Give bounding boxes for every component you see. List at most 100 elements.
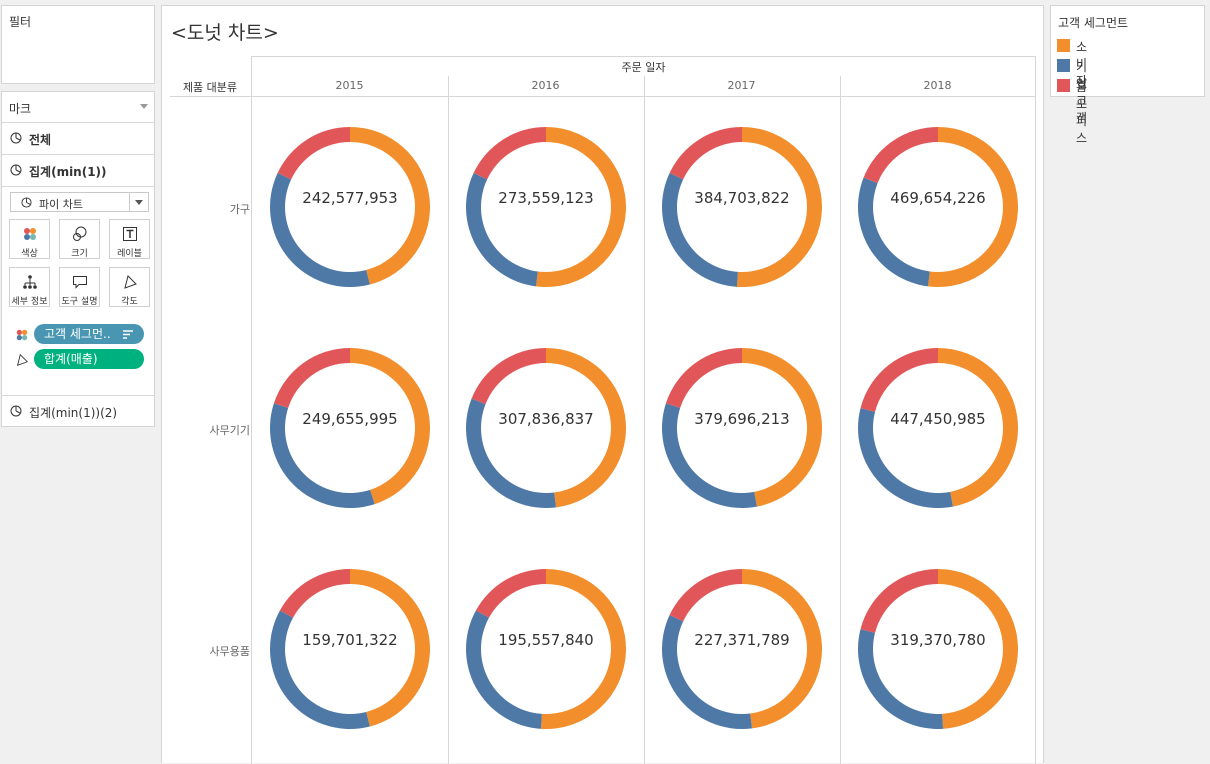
- donut-slice[interactable]: [860, 569, 938, 633]
- marks-title: 마크: [9, 102, 32, 116]
- detail-button[interactable]: 세부 정보: [9, 267, 50, 307]
- donut-slice[interactable]: [742, 348, 822, 507]
- donut-slice[interactable]: [540, 569, 627, 729]
- donut-chart: [270, 569, 430, 729]
- legend-swatch: [1057, 79, 1070, 92]
- donut-slice[interactable]: [350, 569, 430, 727]
- pie-icon: [10, 405, 22, 417]
- filters-shelf[interactable]: 필터: [1, 5, 155, 84]
- mark-type-dropdown[interactable]: 파이 차트: [10, 192, 149, 212]
- column-header-year[interactable]: 2018: [923, 79, 952, 92]
- grid-line: [644, 76, 645, 764]
- donut-slice[interactable]: [465, 398, 557, 508]
- chevron-down-icon[interactable]: [135, 200, 143, 205]
- row-header-category[interactable]: 사무용품: [209, 645, 250, 658]
- size-button[interactable]: 크기: [59, 219, 100, 259]
- legend-label: 소비자: [1076, 40, 1088, 88]
- marks-row-all[interactable]: 전체: [2, 123, 154, 155]
- donut-slice[interactable]: [938, 348, 1018, 507]
- marks-row-label: 집계(min(1)): [29, 165, 107, 179]
- donut-chart: [858, 127, 1018, 287]
- angle-button[interactable]: 각도: [109, 267, 150, 307]
- donut-slice[interactable]: [270, 172, 370, 287]
- sheet-title: <도넛 차트>: [171, 22, 279, 44]
- donut-chart: [858, 348, 1018, 508]
- donut-slice[interactable]: [273, 348, 350, 408]
- pie-icon: [10, 132, 22, 144]
- donut-slice[interactable]: [277, 127, 350, 180]
- pie-icon: [21, 197, 32, 208]
- header-rule: [252, 56, 1035, 57]
- donut-chart: [465, 348, 627, 508]
- column-header-year[interactable]: 2015: [335, 79, 364, 92]
- donut-total-label: 249,655,995: [302, 410, 398, 428]
- donut-chart: [466, 127, 626, 287]
- donut-slice[interactable]: [742, 569, 823, 729]
- grid-line: [1035, 56, 1036, 764]
- marks-row-label: 전체: [29, 133, 52, 147]
- donut-slice[interactable]: [535, 127, 626, 287]
- grid-line: [251, 56, 252, 764]
- marks-row-agg2[interactable]: 집계(min(1))(2): [2, 395, 154, 427]
- donut-slice[interactable]: [473, 127, 546, 180]
- donut-slice[interactable]: [927, 127, 1018, 287]
- donut-slice[interactable]: [858, 408, 953, 508]
- dropdown-separator: [129, 193, 130, 211]
- donut-slice[interactable]: [270, 610, 370, 729]
- donut-total-label: 384,703,822: [694, 189, 790, 207]
- angle-icon: [17, 353, 29, 366]
- pie-icon: [10, 164, 22, 176]
- label-button[interactable]: 레이블: [109, 219, 150, 259]
- color-button[interactable]: 색상: [9, 219, 50, 259]
- size-button-label: 크기: [71, 249, 88, 259]
- donut-chart: [662, 348, 822, 508]
- donut-slice[interactable]: [466, 172, 538, 287]
- tooltip-button[interactable]: 도구 설명: [59, 267, 100, 307]
- legend-swatch: [1057, 39, 1070, 52]
- row-header-category[interactable]: 가구: [229, 203, 250, 216]
- donut-slice[interactable]: [860, 348, 938, 412]
- tooltip-button-label: 도구 설명: [61, 297, 98, 307]
- marks-row-agg1[interactable]: 집계(min(1)): [2, 155, 154, 187]
- sales-pill[interactable]: 합계(매출): [34, 349, 144, 369]
- donut-slice[interactable]: [858, 177, 930, 287]
- row-header-category[interactable]: 사무기기: [209, 424, 250, 437]
- donut-slice[interactable]: [466, 610, 542, 729]
- donut-total-label: 227,371,789: [694, 631, 790, 649]
- donut-slice[interactable]: [546, 348, 627, 508]
- column-header-year[interactable]: 2016: [531, 79, 560, 92]
- donut-slice[interactable]: [858, 629, 944, 729]
- donut-slice[interactable]: [350, 348, 430, 505]
- donut-slice[interactable]: [665, 348, 742, 408]
- donut-slice[interactable]: [736, 127, 823, 287]
- donut-slice[interactable]: [471, 348, 546, 405]
- donut-cell: 319,370,780: [840, 539, 1036, 760]
- chevron-down-icon[interactable]: [140, 104, 148, 109]
- donut-total-label: 159,701,322: [302, 631, 398, 649]
- segment-pill[interactable]: 고객 세그먼..: [34, 324, 144, 344]
- header-rule: [170, 96, 1035, 97]
- donut-slice[interactable]: [863, 127, 938, 184]
- donut-slice[interactable]: [279, 569, 350, 618]
- donut-slice[interactable]: [475, 569, 546, 618]
- donut-slice[interactable]: [669, 127, 742, 180]
- donut-cell: 307,836,837: [448, 318, 644, 539]
- donut-slice[interactable]: [350, 127, 430, 285]
- donut-cell: 273,559,123: [448, 97, 644, 318]
- donut-slice[interactable]: [270, 403, 375, 508]
- donut-cell: 469,654,226: [840, 97, 1036, 318]
- marks-header[interactable]: 마크: [2, 92, 154, 123]
- donut-slice[interactable]: [662, 172, 738, 287]
- donut-slice[interactable]: [662, 403, 757, 508]
- filters-title: 필터: [9, 15, 32, 29]
- detail-button-label: 세부 정보: [11, 297, 48, 307]
- donut-slice[interactable]: [938, 569, 1018, 729]
- donut-total-label: 319,370,780: [890, 631, 986, 649]
- donut-total-label: 195,557,840: [498, 631, 594, 649]
- donut-slice[interactable]: [662, 614, 753, 729]
- donut-slice[interactable]: [669, 569, 742, 622]
- segment-color-pill-row: 고객 세그먼..: [2, 323, 154, 345]
- donut-total-label: 447,450,985: [890, 410, 986, 428]
- column-header-year[interactable]: 2017: [727, 79, 756, 92]
- donut-cell: 242,577,953: [252, 97, 448, 318]
